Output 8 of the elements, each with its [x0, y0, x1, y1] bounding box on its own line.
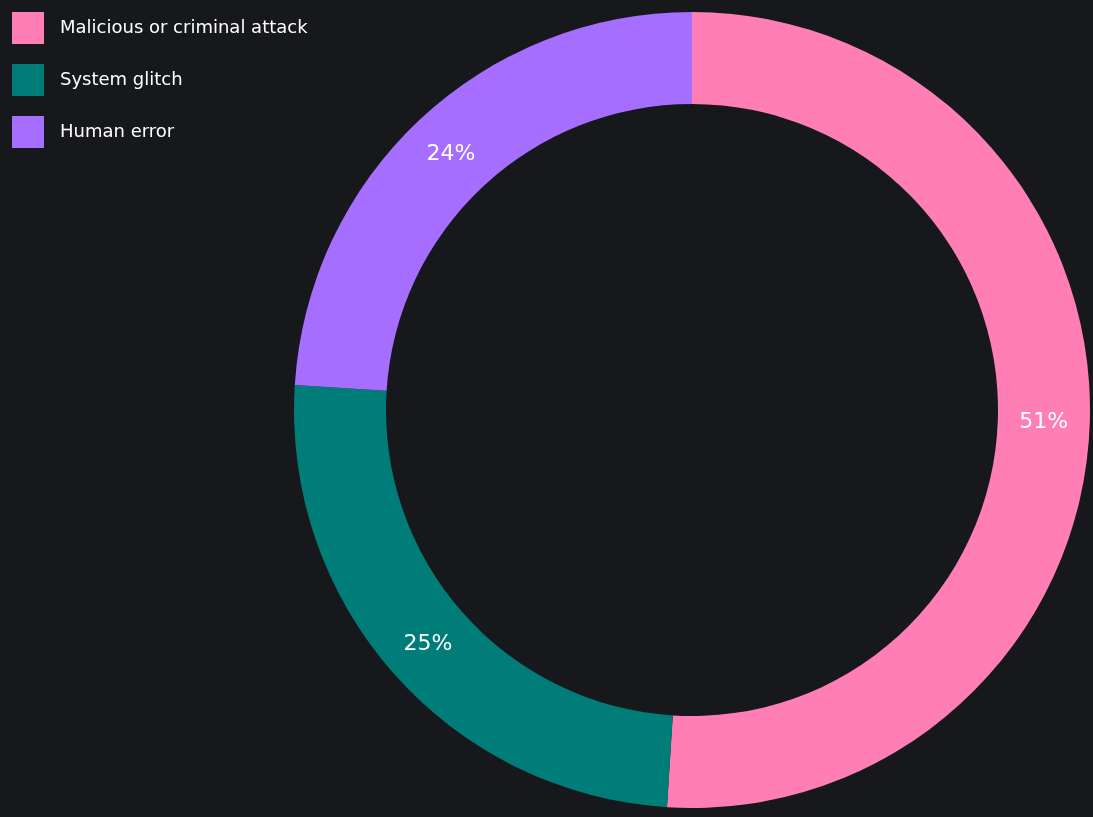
data-label: 24% — [426, 140, 476, 166]
data-label: 25% — [403, 629, 453, 655]
legend-label: Malicious or criminal attack — [60, 16, 309, 37]
legend-label: System glitch — [60, 68, 183, 89]
donut-slice — [667, 12, 1090, 808]
legend-label: Human error — [60, 120, 175, 141]
donut-slice — [294, 385, 673, 808]
data-label: 51% — [1019, 408, 1069, 434]
